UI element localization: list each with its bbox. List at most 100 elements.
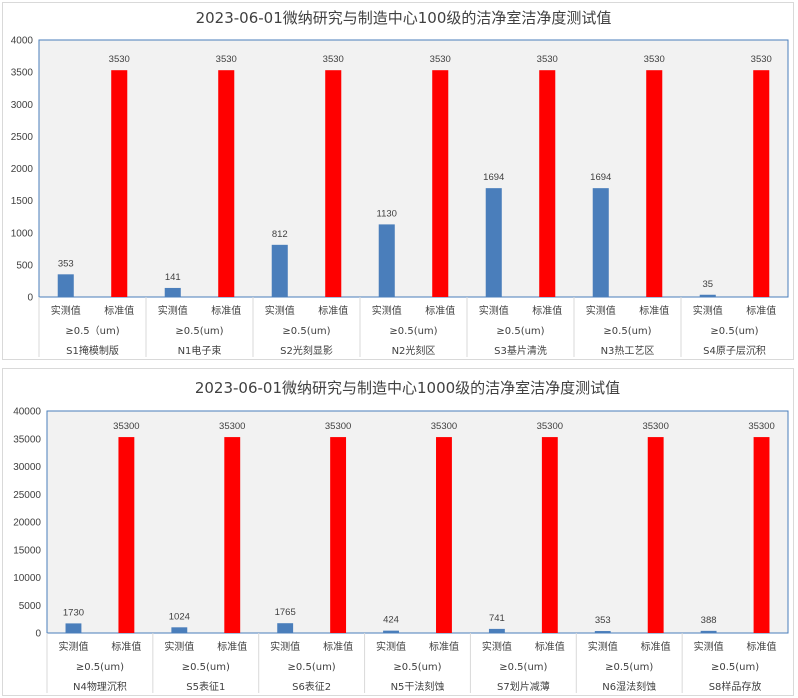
y-tick-label: 1500 — [11, 196, 34, 207]
data-label-actual: 35 — [702, 279, 713, 290]
x-label-actual: 实测值 — [376, 640, 406, 653]
data-label-standard: 35300 — [748, 421, 774, 432]
y-tick-label: 500 — [16, 260, 33, 271]
data-label-standard: 35300 — [219, 421, 245, 432]
data-label-actual: 1730 — [63, 607, 84, 618]
y-tick-label: 30000 — [13, 462, 41, 473]
x-label-location: N5干法刻蚀 — [391, 680, 445, 693]
y-tick-label: 2500 — [11, 132, 34, 143]
x-label-actual: 实测值 — [58, 640, 88, 653]
bar-actual — [65, 623, 82, 633]
bar-actual — [378, 224, 395, 297]
data-label-actual: 353 — [58, 258, 74, 269]
x-label-standard: 标准值 — [429, 640, 459, 653]
x-label-particle-size: ≥0.5(um) — [76, 662, 124, 673]
bar-actual — [594, 631, 611, 633]
x-label-standard: 标准值 — [535, 640, 565, 653]
x-label-particle-size: ≥0.5(um) — [605, 662, 653, 673]
data-label-standard: 3530 — [216, 54, 237, 65]
x-label-actual: 实测值 — [588, 640, 618, 653]
bar-chart-1000-class: 2023-06-01微纳研究与制造中心1000级的洁净室洁净度测试值 0 5000 1… — [13, 379, 789, 693]
data-label-actual: 388 — [701, 615, 717, 626]
x-label-particle-size: ≥0.5(um) — [175, 326, 223, 337]
x-label-particle-size: ≥0.5(um) — [710, 326, 758, 337]
data-label-standard: 3530 — [323, 54, 344, 65]
x-label-standard: 标准值 — [747, 640, 777, 653]
y-tick-label: 25000 — [13, 490, 41, 501]
bar-actual — [485, 188, 502, 297]
x-label-actual: 实测值 — [372, 304, 402, 317]
data-label-standard: 3530 — [644, 54, 665, 65]
y-tick-label: 0 — [35, 629, 41, 640]
bar-standard — [325, 70, 342, 297]
data-label-actual: 1024 — [169, 611, 190, 622]
data-label-actual: 424 — [383, 615, 399, 626]
y-tick-label: 1000 — [11, 228, 34, 239]
bar-standard — [646, 70, 663, 297]
y-tick-label: 15000 — [13, 545, 41, 556]
bar-standard — [539, 70, 556, 297]
x-label-location: S1掩模制版 — [66, 344, 119, 357]
x-label-particle-size: ≥0.5(um) — [393, 662, 441, 673]
bar-standard — [647, 437, 664, 633]
data-label-standard: 35300 — [325, 421, 351, 432]
x-label-actual: 实测值 — [164, 640, 194, 653]
bar-actual — [164, 287, 181, 297]
x-label-particle-size: ≥0.5(um) — [603, 326, 651, 337]
bar-actual — [277, 623, 294, 633]
x-label-location: N3热工艺区 — [601, 344, 655, 357]
x-label-particle-size: ≥0.5（um) — [65, 325, 119, 337]
data-label-standard: 3530 — [537, 54, 558, 65]
bar-standard — [224, 437, 241, 633]
x-label-particle-size: ≥0.5(um) — [389, 326, 437, 337]
bar-standard — [753, 70, 770, 297]
bar-standard — [436, 437, 452, 633]
x-label-standard: 标准值 — [104, 304, 134, 317]
data-label-actual: 1765 — [275, 607, 296, 618]
chart-title: 2023-06-01微纳研究与制造中心100级的洁净室洁净度测试值 — [196, 9, 612, 27]
data-label-standard: 3530 — [751, 54, 772, 65]
x-label-location: S2光刻显影 — [280, 344, 333, 357]
data-label-standard: 35300 — [431, 421, 457, 432]
chart-panel-100-class: 2023-06-01微纳研究与制造中心100级的洁净室洁净度测试值 0 500 100… — [2, 2, 794, 360]
bar-standard — [753, 437, 770, 633]
y-tick-label: 35000 — [13, 434, 41, 445]
data-label-standard: 3530 — [109, 54, 130, 65]
bar-standard — [111, 70, 128, 297]
x-label-particle-size: ≥0.5(um) — [282, 326, 330, 337]
chart-panel-1000-class: 2023-06-01微纳研究与制造中心1000级的洁净室洁净度测试值 0 5000 1… — [2, 368, 794, 696]
x-label-particle-size: ≥0.5(um) — [711, 662, 759, 673]
data-label-actual: 1694 — [590, 172, 611, 183]
x-label-location: S8样品存放 — [709, 680, 762, 693]
plot-area — [38, 39, 789, 298]
bar-standard — [541, 437, 558, 633]
x-label-actual: 实测值 — [265, 304, 295, 317]
x-label-standard: 标准值 — [111, 640, 141, 653]
x-label-location: N4物理沉积 — [73, 680, 127, 693]
y-tick-label: 2000 — [11, 164, 34, 175]
x-label-actual: 实测值 — [158, 304, 188, 317]
bar-actual — [271, 244, 288, 297]
chart-title: 2023-06-01微纳研究与制造中心1000级的洁净室洁净度测试值 — [195, 379, 620, 397]
x-label-standard: 标准值 — [639, 304, 669, 317]
y-tick-label: 40000 — [13, 407, 41, 418]
bar-actual — [699, 294, 716, 297]
x-label-actual: 实测值 — [482, 640, 512, 653]
bar-standard — [330, 437, 347, 633]
bar-standard — [218, 70, 235, 297]
data-label-actual: 812 — [272, 229, 288, 240]
x-label-location: S5表征1 — [186, 680, 225, 693]
x-label-particle-size: ≥0.5(um) — [182, 662, 230, 673]
x-label-location: N2光刻区 — [392, 344, 436, 357]
bar-actual — [700, 630, 717, 633]
bar-actual — [383, 630, 399, 633]
bar-actual — [488, 628, 505, 633]
bar-actual — [592, 188, 609, 297]
x-label-standard: 标准值 — [532, 304, 562, 317]
x-label-standard: 标准值 — [641, 640, 671, 653]
y-tick-label: 3500 — [11, 68, 34, 79]
x-label-standard: 标准值 — [217, 640, 247, 653]
x-label-actual: 实测值 — [51, 304, 81, 317]
y-tick-label: 4000 — [11, 36, 34, 47]
bar-actual — [171, 627, 188, 633]
